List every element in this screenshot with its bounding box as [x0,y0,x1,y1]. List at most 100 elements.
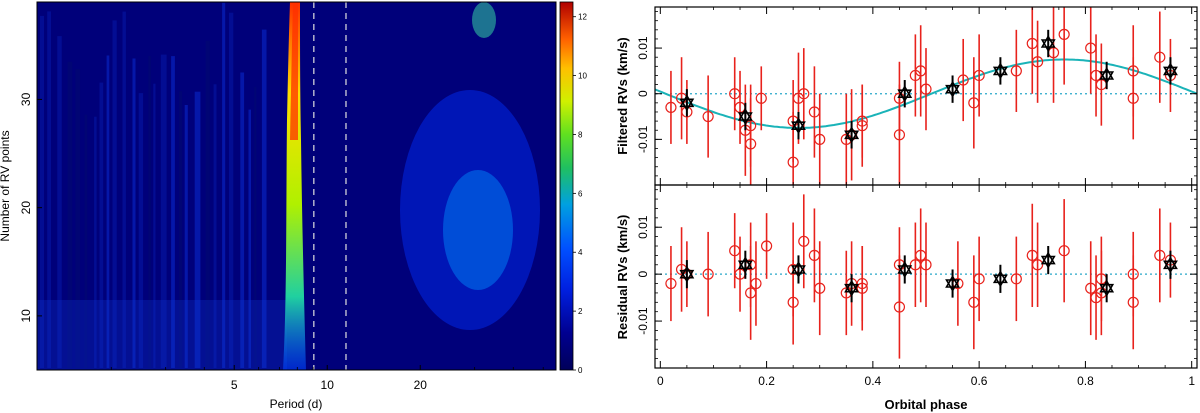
x-tick-label: 0.4 [865,374,882,388]
binned-rv-star [897,85,913,98]
rv-data-point [750,277,762,290]
heatmap-stripe [57,36,62,368]
binned-rv-star [1163,256,1178,270]
y-tick-label: -0.01 [636,125,650,153]
rv-data-point [1154,249,1166,261]
filtered-binned-points [679,29,1178,149]
binned-rv-star [1040,34,1056,48]
binned-rv-star [1040,39,1056,53]
heatmap-stripe [40,15,44,369]
residual-data-points [665,194,1177,359]
rv-data-point [1010,273,1022,285]
residual-axes: -0.01 0 0.01 0 0.2 0.4 0.6 0.8 1 [636,185,1197,388]
rv-data-point [702,110,714,123]
heatmap-stripe [84,114,88,368]
binned-rv-star [791,265,806,279]
residual-binned-points [679,246,1178,303]
heatmap-stripe [122,11,126,368]
heatmap-stripe [138,93,144,368]
heatmap-stripe [75,69,81,368]
binned-rv-star [1163,260,1178,274]
y-tick-label: 0 [636,90,650,97]
periodogram-y-label: Number of RV points [0,130,12,241]
heatmap-peak-ridge [283,2,306,370]
rv-data-point [920,83,932,95]
binned-rv-star [992,62,1008,76]
binned-rv-star [897,89,913,103]
rv-data-point [760,240,773,252]
binned-rv-star [679,94,695,108]
rv-data-point [856,277,868,290]
binned-rv-star [791,121,806,135]
periodogram-y-tick-label: 20 [19,201,33,215]
binned-rv-star [844,279,860,293]
heatmap-peak-core [290,2,298,140]
heatmap-band-core [443,170,513,290]
binned-rv-star [679,265,695,279]
heatmap-stripe [106,55,110,368]
x-tick-label: 0 [657,374,664,388]
heatmap-stripe [254,86,257,369]
heatmap-stripe [67,61,73,369]
heatmap-frame [36,1,557,371]
binned-rv-star [945,274,960,288]
periodogram-x-label: Period (d) [270,397,323,411]
binned-rv-star [1099,279,1115,293]
rv-data-point [1058,28,1070,40]
heatmap-stripe [112,20,117,369]
heatmap-stripe [99,82,104,368]
binned-rv-star [1163,66,1178,80]
binned-rv-star [844,126,860,140]
rv-data-point [755,92,767,104]
rv-data-point [814,282,826,294]
heatmap-stripes [37,2,287,370]
colorbar-tick-label: 6 [578,189,583,198]
binned-rv-star [791,260,806,274]
heatmap-spot-top [472,2,496,38]
filtered-data-points [665,7,1177,185]
y-tick-label: 0 [636,270,650,277]
heatmap-stripe [222,2,226,369]
colorbar-gradient [559,1,574,371]
heatmap-stripe [240,72,245,368]
heatmap-band-long-period [400,90,540,330]
rv-data-point [1010,65,1022,77]
rv-data-point [893,301,906,313]
binned-rv-star [737,256,753,270]
x-tick-label: 0.2 [758,374,775,388]
rv-data-point [1127,296,1139,308]
binned-rv-star [945,279,960,293]
binned-rv-star [737,260,753,274]
binned-rv-star [791,117,806,130]
colorbar-tick-label: 4 [578,248,583,257]
binned-rv-star [945,80,960,94]
heatmap-stripe [160,54,167,368]
binned-rv-star [737,112,753,126]
heatmap-stripe [132,58,136,368]
rv-data-point [920,259,932,271]
rv-data-point [665,277,677,290]
heatmap-features [37,2,540,370]
heatmap-low-count-band [37,300,287,370]
binned-rv-star [1099,71,1115,85]
orbital-phase-label: Orbital phase [884,397,967,412]
colorbar-tick-label: 0 [578,366,583,375]
rv-data-point [798,235,810,247]
binned-rv-star [1040,251,1056,265]
periodogram-y-tick-label: 30 [19,92,33,106]
colorbar-tick-label: 2 [578,307,583,316]
heatmap-stripe [194,91,201,368]
residual-y-label: Residual RVs (km/s) [615,215,630,340]
rv-data-point [787,156,799,168]
binned-rv-star [1163,62,1178,76]
binned-rv-star [1099,283,1115,297]
heatmap-stripe [248,109,251,368]
periodogram-x-tick-label: 5 [231,378,238,392]
rv-data-point [1031,56,1044,68]
heatmap-stripe [171,56,175,368]
binned-rv-star [844,130,860,144]
periodogram-x-tick-label: 10 [321,378,335,392]
residual-rv-panel: -0.01 0 0.01 0 0.2 0.4 0.6 0.8 1 Residual RVs (k… [615,184,1198,412]
colorbar-tick-label: 12 [578,13,587,22]
colorbar-tick-label: 8 [578,130,583,139]
